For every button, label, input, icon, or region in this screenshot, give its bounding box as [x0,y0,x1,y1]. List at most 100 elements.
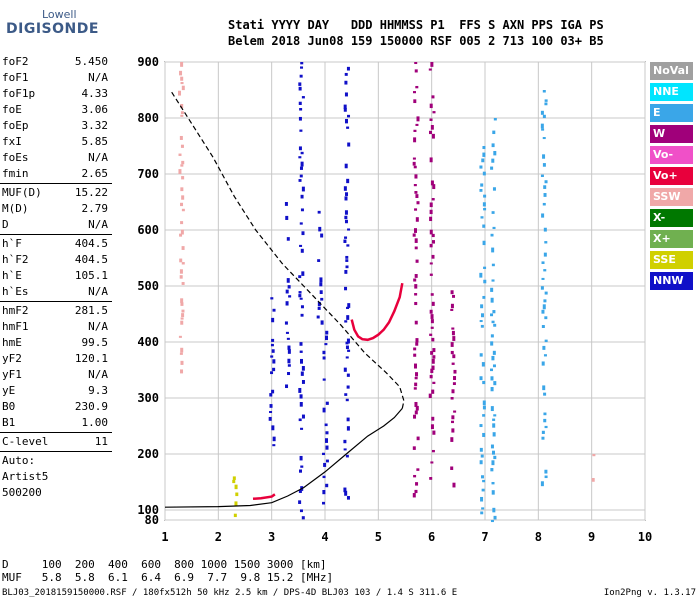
echo-point [347,228,351,231]
echo-point [414,489,418,494]
echo-point [430,62,434,67]
echo-point [491,279,495,282]
param-value: 3.06 [81,103,109,116]
echo-point [416,468,420,471]
echo-point [541,361,545,366]
param-row: D N/A [0,217,112,233]
x-tick-label: 6 [428,530,435,544]
echo-point [541,309,545,314]
echo-point [490,387,494,392]
echo-point [284,321,288,325]
y-tick-label: 100 [137,503,159,517]
echo-point [430,368,434,374]
echo-point [452,382,456,386]
echo-point [429,477,433,480]
echo-point [272,444,276,447]
x-tick-label: 9 [588,530,595,544]
echo-point [451,327,455,330]
echo-point [298,156,302,159]
param-value: 2.79 [81,202,109,215]
echo-point [414,293,418,296]
echo-point [322,475,326,479]
echo-point [480,475,484,479]
digisonde-logo: Lowell DIGISONDE [4,8,164,48]
echo-point [345,356,349,359]
echo-point [414,62,418,65]
param-row: Artist5 [0,469,112,485]
echo-point [541,325,545,329]
echo-point [299,350,303,353]
param-row: C-level 11 [0,434,112,450]
echo-point [270,343,274,347]
echo-point [301,186,305,192]
y-tick-label: 900 [137,55,159,69]
param-separator [0,301,112,302]
echo-point [491,263,495,267]
param-row: h`F2 404.5 [0,252,112,268]
echo-point [541,430,545,434]
echo-point [300,66,304,69]
echo-point [300,313,304,317]
echo-point [346,338,350,344]
y-tick-label: 500 [137,279,159,293]
echo-point [344,72,348,76]
param-row: MUF(D) 15.22 [0,185,112,201]
echo-point [416,436,420,441]
echo-point [540,123,544,129]
echo-point [490,287,494,292]
echo-point [479,460,483,465]
echo-point [450,290,454,295]
echo-point [320,233,324,238]
param-label: h`E [2,269,22,282]
echo-point [344,196,348,201]
echo-point [285,384,289,389]
echo-point [483,266,487,269]
legend-noval: NoVal [650,62,693,80]
echo-point [544,425,548,429]
echo-point [491,247,495,253]
echo-point [301,516,305,520]
echo-point [346,66,350,71]
x-tick-label: 3 [268,530,275,544]
echo-point [344,236,348,239]
echo-point [541,277,545,280]
echo-point [180,298,184,303]
legend-vo: Vo+ [650,167,693,185]
echo-point [347,114,351,118]
echo-point [271,389,275,394]
echo-point [543,185,547,189]
echo-point [413,474,417,478]
echo-point [325,401,329,405]
echo-point [298,82,302,86]
echo-point [269,404,273,408]
y-tick-label: 600 [137,223,159,237]
echo-point [542,202,546,206]
echo-point [286,278,290,283]
param-value: 105.1 [74,269,108,282]
echo-point [300,465,304,468]
echo-point [480,183,484,187]
plot-frame [164,61,646,521]
echo-point [179,135,183,140]
echo-point [490,233,494,237]
param-row: yF2 120.1 [0,351,112,367]
echo-point [317,306,321,310]
echo-point [180,202,184,207]
y-tick-label: 80 [145,513,159,527]
echo-point [413,99,417,104]
echo-point [346,126,350,129]
echo-point [413,184,417,187]
echo-point [450,437,454,442]
echo-point [453,369,457,374]
echo-point [542,114,546,119]
echo-point [544,102,548,106]
echo-point [325,445,329,450]
echo-point [299,469,303,473]
echo-point [492,187,496,191]
echo-point [431,416,435,421]
echo-point [270,355,274,358]
param-row: foEs N/A [0,150,112,166]
echo-point [483,279,487,284]
echo-point [299,74,303,78]
echo-point [490,313,494,317]
